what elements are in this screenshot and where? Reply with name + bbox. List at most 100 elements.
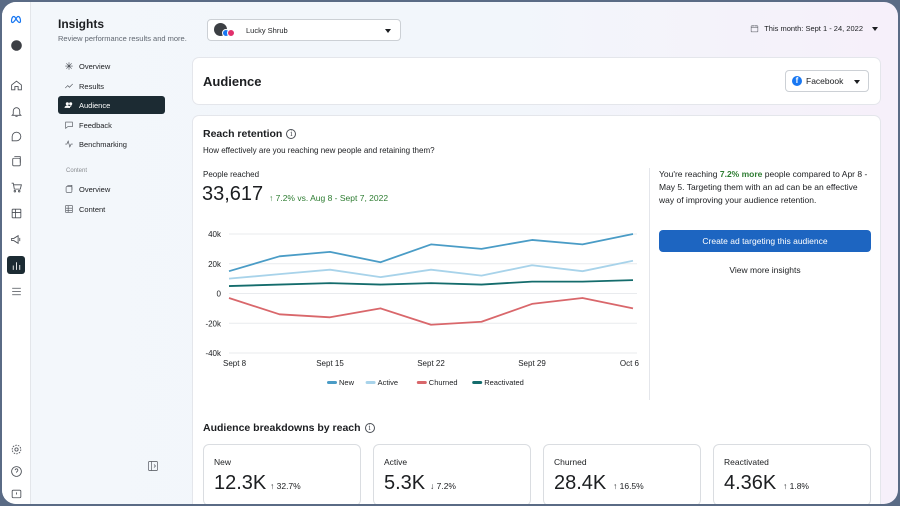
- content-icon[interactable]: [7, 152, 25, 170]
- breakdown-label: Churned: [554, 457, 587, 467]
- legend-label: New: [339, 378, 355, 387]
- sidebar-title: Insights: [58, 17, 105, 31]
- legend-swatch: [365, 381, 376, 384]
- breakdown-card-new[interactable]: New 12.3K ↑ 32.7%: [203, 444, 361, 504]
- legend-swatch: [472, 381, 483, 384]
- platform-selector[interactable]: f Facebook: [785, 70, 869, 92]
- nav-item-benchmarking[interactable]: Benchmarking: [58, 135, 165, 153]
- page-avatar: [214, 22, 235, 38]
- breakdowns-heading: Audience breakdowns by reach i: [203, 422, 375, 434]
- breakdown-value: 4.36K: [724, 472, 777, 494]
- x-tick-label: Sept 8: [223, 359, 247, 368]
- chevron-down-icon: [872, 26, 878, 31]
- help-icon[interactable]: [7, 462, 25, 480]
- menu-icon[interactable]: [7, 282, 25, 300]
- ads-icon[interactable]: [7, 230, 25, 248]
- section-divider: [649, 168, 650, 400]
- planner-icon[interactable]: [7, 204, 25, 222]
- y-tick-label: -20k: [205, 319, 222, 328]
- page-title: Audience: [203, 74, 262, 89]
- create-ad-button[interactable]: Create ad targeting this audience: [659, 230, 871, 252]
- view-more-insights-link[interactable]: View more insights: [729, 265, 801, 275]
- reach-retention-card: Reach retention i How effectively are yo…: [193, 116, 880, 504]
- legend-label: Reactivated: [484, 378, 524, 387]
- series-line-churned: [228, 297, 634, 326]
- calendar-icon: [751, 25, 759, 33]
- sidebar-subtitle: Review performance results and more.: [58, 34, 187, 43]
- breakdown-label: Active: [384, 457, 408, 467]
- content-table-icon: [65, 205, 73, 213]
- settings-icon[interactable]: [7, 440, 25, 458]
- series-line-reactivated: [228, 279, 634, 287]
- insights-sidebar: Insights Review performance results and …: [31, 2, 193, 504]
- x-tick-label: Oct 6: [620, 359, 640, 368]
- sidebar-group-content: Content: [66, 168, 88, 174]
- account-avatar-icon[interactable]: [7, 36, 25, 54]
- facebook-icon: f: [792, 76, 802, 86]
- collapse-sidebar-icon[interactable]: [147, 459, 159, 471]
- nav-item-label: Overview: [79, 184, 111, 194]
- y-tick-label: 20k: [208, 260, 222, 269]
- legend-label: Churned: [429, 378, 458, 387]
- nav-item-feedback[interactable]: Feedback: [58, 116, 165, 134]
- breakdown-label: Reactivated: [724, 457, 769, 467]
- breakdown-card-active[interactable]: Active 5.3K ↓ 7.2%: [373, 444, 531, 504]
- date-range-label: This month: Sept 1 - 24, 2022: [764, 24, 863, 33]
- x-tick-label: Sept 29: [518, 359, 546, 368]
- x-tick-label: Sept 22: [417, 359, 445, 368]
- legend-label: Active: [378, 378, 398, 387]
- breakdown-card-reactivated[interactable]: Reactivated 4.36K ↑ 1.8%: [713, 444, 871, 504]
- metric-delta: ↑ 7.2% vs. Aug 8 - Sept 7, 2022: [269, 193, 389, 203]
- insight-text: You're reaching 7.2% more people compare…: [659, 169, 868, 205]
- breakdown-delta: ↑ 32.7%: [270, 481, 301, 491]
- info-icon[interactable]: i: [286, 129, 297, 139]
- meta-logo-icon[interactable]: [7, 10, 25, 28]
- chevron-down-icon: [385, 29, 391, 33]
- platform-label: Facebook: [806, 76, 844, 86]
- nav-item-results[interactable]: Results: [58, 77, 165, 95]
- chevron-down-icon: [854, 80, 860, 84]
- insight-highlight: 7.2% more: [719, 169, 763, 179]
- audience-people-icon: [64, 102, 73, 108]
- breakdown-label: New: [214, 457, 232, 467]
- insights-icon[interactable]: [7, 256, 25, 274]
- audience-header-card: Audience f Facebook: [193, 58, 880, 104]
- series-line-new: [228, 233, 634, 273]
- section-title: Reach retention: [203, 128, 283, 140]
- home-icon[interactable]: [7, 76, 25, 94]
- nav-item-label: Audience: [79, 100, 111, 110]
- section-title: Audience breakdowns by reach: [203, 422, 361, 434]
- nav-item-content[interactable]: Content: [58, 200, 165, 218]
- nav-item-overview[interactable]: Overview: [58, 57, 165, 75]
- page-selector[interactable]: Lucky Shrub: [207, 19, 401, 41]
- legend-swatch: [327, 381, 337, 384]
- nav-item-label: Results: [79, 81, 105, 91]
- series-line-active: [228, 259, 634, 280]
- y-tick-label: 0: [217, 290, 222, 299]
- benchmarking-icon: [65, 140, 73, 148]
- shop-icon[interactable]: [7, 178, 25, 196]
- breakdown-card-churned[interactable]: Churned 28.4K ↑ 16.5%: [543, 444, 701, 504]
- nav-item-label: Content: [79, 204, 106, 214]
- nav-item-label: Benchmarking: [79, 139, 127, 149]
- nav-item-label: Feedback: [79, 120, 112, 130]
- y-tick-label: 40k: [208, 230, 222, 239]
- nav-item-audience[interactable]: Audience: [58, 96, 165, 114]
- icon-rail: [2, 2, 31, 504]
- breakdown-delta: ↑ 1.8%: [783, 481, 809, 491]
- date-range-picker[interactable]: This month: Sept 1 - 24, 2022: [750, 24, 878, 33]
- breakdown-value: 5.3K: [384, 472, 426, 494]
- inbox-icon[interactable]: [7, 127, 25, 145]
- y-tick-label: -40k: [205, 349, 222, 358]
- breakdown-value: 28.4K: [554, 472, 607, 494]
- nav-item-content-overview[interactable]: Overview: [58, 180, 165, 198]
- notifications-icon[interactable]: [7, 102, 25, 120]
- feedback-report-icon[interactable]: [7, 485, 25, 503]
- content-overview-icon: [65, 184, 73, 193]
- x-tick-label: Sept 15: [316, 359, 344, 368]
- legend-swatch: [416, 381, 427, 384]
- info-icon[interactable]: i: [364, 423, 375, 433]
- page-name: Lucky Shrub: [246, 25, 288, 35]
- breakdown-value: 12.3K: [214, 472, 267, 494]
